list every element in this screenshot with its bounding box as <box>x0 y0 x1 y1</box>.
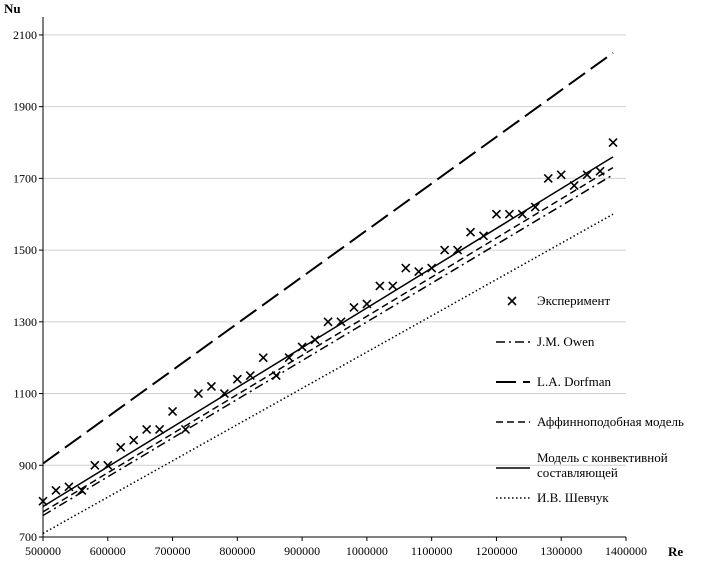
x-tick-label: 1100000 <box>411 544 453 558</box>
legend-layer: Эксперимент J.M. Owen L.A. Dorfman Аффинноп… <box>496 293 684 505</box>
data-point <box>401 263 411 273</box>
data-point <box>142 424 152 434</box>
data-point <box>323 317 333 327</box>
series-line <box>42 166 614 513</box>
series-1 <box>42 174 614 517</box>
legend-label: Модель с конвективной составляющей <box>537 450 668 480</box>
series-line <box>42 156 614 508</box>
legend-item: L.A. Dorfman <box>496 374 612 389</box>
grid-layer <box>43 34 626 466</box>
data-point <box>388 281 398 291</box>
legend-item: Модель с конвективной составляющей <box>496 450 668 480</box>
x-tick-label: 1300000 <box>540 544 582 558</box>
series-3 <box>42 166 614 513</box>
data-point <box>491 209 502 219</box>
x-tick-label: 600000 <box>90 544 126 558</box>
legend-label: И.В. Шевчук <box>537 490 609 505</box>
data-point <box>440 245 450 255</box>
x-axis-title: Re <box>668 544 683 559</box>
data-point <box>155 424 165 434</box>
data-point <box>116 442 126 452</box>
data-point <box>129 435 139 445</box>
data-point <box>336 317 346 327</box>
legend-label: J.M. Owen <box>537 334 595 349</box>
series-2 <box>42 52 614 465</box>
data-point <box>608 137 618 148</box>
data-point <box>375 281 385 291</box>
legend-label: Эксперимент <box>537 293 610 308</box>
data-point <box>193 388 204 399</box>
y-tick-label: 1700 <box>13 171 37 185</box>
y-tick-label: 1100 <box>13 387 37 401</box>
series-line <box>42 174 614 517</box>
legend-item: J.M. Owen <box>496 334 595 349</box>
y-axis-title: Nu <box>4 1 21 16</box>
series-line <box>42 52 614 465</box>
legend-label: L.A. Dorfman <box>537 374 612 389</box>
y-tick-label: 700 <box>19 530 37 544</box>
y-tick-label: 2100 <box>13 28 37 42</box>
x-tick-label: 1200000 <box>475 544 517 558</box>
series-layer <box>38 52 618 535</box>
x-tick-label: 900000 <box>284 544 320 558</box>
axis-layer: 700 900 1100 1300 1500 1700 1900 2100 500000 6000… <box>4 1 683 559</box>
data-point <box>465 227 476 237</box>
x-tick-label: 700000 <box>155 544 191 558</box>
data-point <box>582 170 592 180</box>
x-tick-label: 1400000 <box>605 544 647 558</box>
data-point <box>232 374 242 384</box>
series-4 <box>42 156 614 508</box>
data-point <box>284 353 294 363</box>
data-point <box>453 245 463 255</box>
data-point <box>349 302 359 313</box>
legend-label: Аффинноподобная модель <box>537 414 684 429</box>
data-point <box>258 353 268 363</box>
data-point <box>167 406 178 417</box>
data-point <box>38 496 48 506</box>
x-tick-label: 800000 <box>219 544 255 558</box>
y-tick-label: 900 <box>19 458 37 472</box>
data-point <box>51 485 61 495</box>
y-tick-label: 1300 <box>13 315 37 329</box>
series-line <box>42 213 614 535</box>
data-point <box>530 202 540 212</box>
data-point <box>504 209 514 219</box>
legend-item: И.В. Шевчук <box>496 490 609 505</box>
x-tick-label: 1000000 <box>346 544 388 558</box>
y-tick-label: 1500 <box>13 243 37 257</box>
data-point <box>180 424 191 434</box>
data-point <box>543 173 553 183</box>
data-point <box>90 460 100 470</box>
legend-marker <box>507 296 517 306</box>
series-5 <box>42 213 614 535</box>
data-point <box>206 381 216 391</box>
x-tick-label: 500000 <box>25 544 61 558</box>
y-tick-label: 1900 <box>13 100 37 114</box>
legend-item: Эксперимент <box>507 293 610 308</box>
data-point <box>556 170 566 180</box>
legend-item: Аффинноподобная модель <box>496 414 684 429</box>
